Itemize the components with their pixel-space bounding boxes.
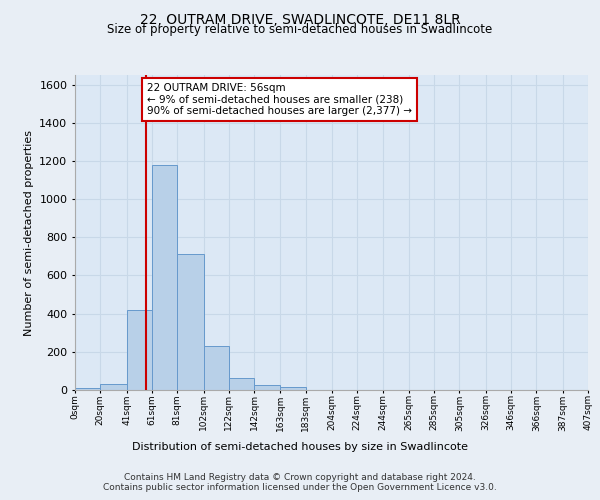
Bar bbox=[152, 164, 177, 390]
Text: 22 OUTRAM DRIVE: 56sqm
← 9% of semi-detached houses are smaller (238)
90% of sem: 22 OUTRAM DRIVE: 56sqm ← 9% of semi-deta… bbox=[147, 83, 412, 116]
Bar bbox=[254, 384, 280, 390]
Bar bbox=[127, 310, 152, 390]
Text: Contains HM Land Registry data © Crown copyright and database right 2024.: Contains HM Land Registry data © Crown c… bbox=[124, 472, 476, 482]
Text: Size of property relative to semi-detached houses in Swadlincote: Size of property relative to semi-detach… bbox=[107, 22, 493, 36]
Bar bbox=[229, 378, 254, 390]
Bar bbox=[280, 388, 305, 390]
Text: Contains public sector information licensed under the Open Government Licence v3: Contains public sector information licen… bbox=[103, 482, 497, 492]
Bar bbox=[75, 388, 100, 390]
Bar bbox=[203, 346, 229, 390]
Bar bbox=[177, 254, 203, 390]
Bar bbox=[100, 384, 127, 390]
Y-axis label: Number of semi-detached properties: Number of semi-detached properties bbox=[23, 130, 34, 336]
Text: 22, OUTRAM DRIVE, SWADLINCOTE, DE11 8LR: 22, OUTRAM DRIVE, SWADLINCOTE, DE11 8LR bbox=[140, 12, 460, 26]
Text: Distribution of semi-detached houses by size in Swadlincote: Distribution of semi-detached houses by … bbox=[132, 442, 468, 452]
